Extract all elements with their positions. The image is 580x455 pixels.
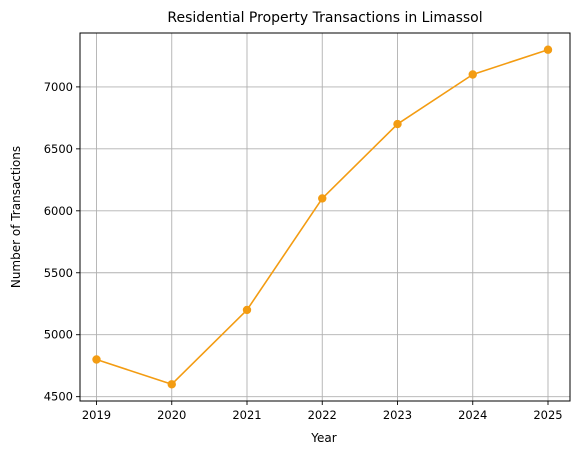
x-tick-label: 2024 bbox=[458, 408, 487, 422]
x-axis-label: Year bbox=[310, 431, 336, 445]
x-tick-label: 2022 bbox=[308, 408, 337, 422]
y-tick-label: 6000 bbox=[44, 204, 73, 218]
data-point bbox=[468, 70, 477, 79]
x-tick-label: 2019 bbox=[82, 408, 111, 422]
data-point bbox=[92, 355, 101, 364]
y-tick-label: 6500 bbox=[44, 142, 73, 156]
chart-title: Residential Property Transactions in Lim… bbox=[167, 10, 482, 26]
data-point bbox=[393, 119, 402, 129]
y-tick-label: 4500 bbox=[44, 390, 73, 404]
series-layer bbox=[92, 45, 553, 389]
grid bbox=[80, 33, 570, 401]
y-axis: 4500 5000 5500 6000 6500 7000 bbox=[44, 80, 80, 404]
data-point bbox=[167, 380, 176, 389]
x-axis: 2019 2020 2021 2022 2023 2024 2025 bbox=[82, 401, 563, 422]
data-point bbox=[543, 45, 553, 54]
x-tick-label: 2025 bbox=[533, 408, 562, 422]
x-tick-label: 2021 bbox=[232, 408, 261, 422]
y-axis-label: Number of Transactions bbox=[9, 146, 23, 288]
data-point bbox=[318, 194, 327, 203]
x-tick-label: 2023 bbox=[383, 408, 412, 422]
x-tick-label: 2020 bbox=[157, 408, 186, 422]
y-tick-label: 7000 bbox=[44, 80, 73, 94]
data-point bbox=[242, 305, 252, 315]
y-tick-label: 5000 bbox=[44, 328, 73, 342]
plot-frame bbox=[79, 32, 571, 402]
y-tick-label: 5500 bbox=[44, 266, 73, 280]
